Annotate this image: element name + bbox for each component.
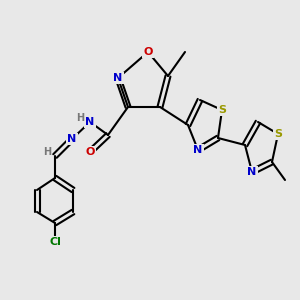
Text: N: N — [68, 134, 76, 144]
Text: O: O — [143, 47, 153, 57]
Text: O: O — [85, 147, 95, 157]
Text: H: H — [43, 147, 51, 157]
Text: Cl: Cl — [49, 237, 61, 247]
Text: N: N — [194, 145, 202, 155]
Text: S: S — [218, 105, 226, 115]
Text: N: N — [113, 73, 123, 83]
Text: S: S — [274, 129, 282, 139]
Text: H: H — [76, 113, 84, 123]
Text: N: N — [248, 167, 256, 177]
Text: N: N — [85, 117, 94, 127]
